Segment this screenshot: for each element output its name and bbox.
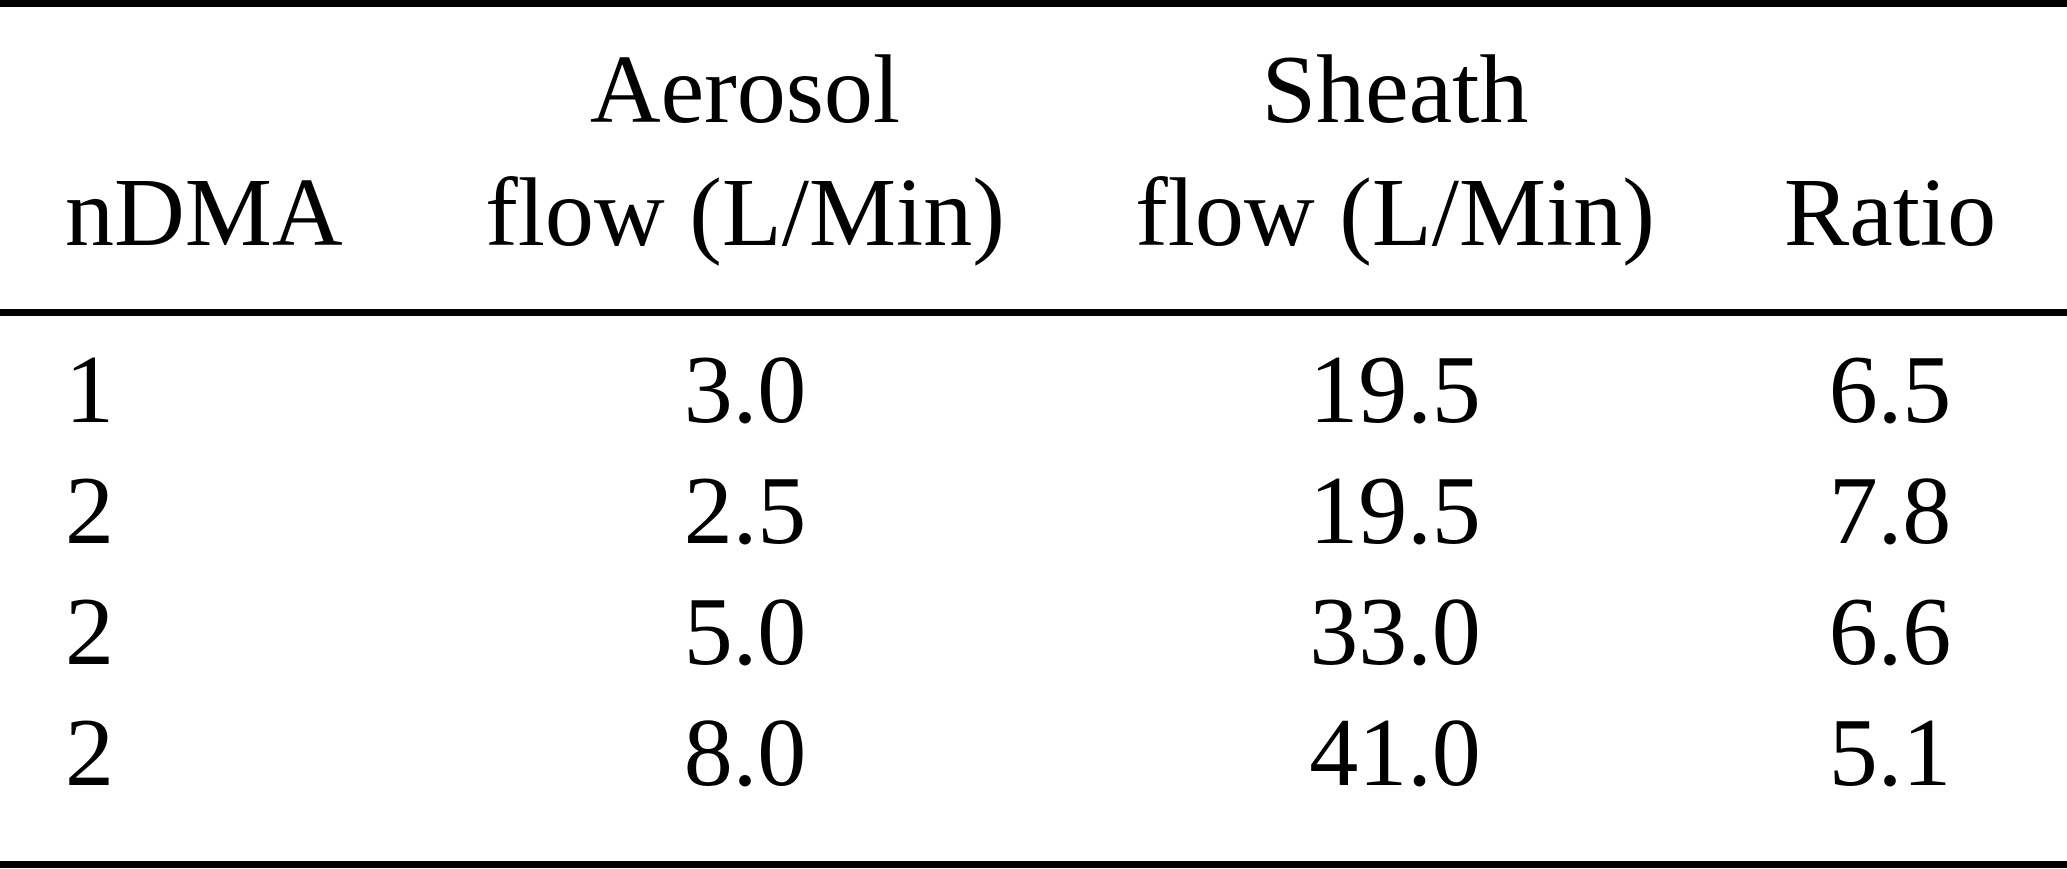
header-ratio: Ratio xyxy=(1713,152,2067,275)
table-cell: 5.0 xyxy=(683,578,807,686)
header-sheath-flow-line1: Sheath xyxy=(1261,36,1529,144)
table-cell: 1 xyxy=(65,336,114,444)
table-header-row: nDMA Aerosol flow (L/Min) Sheath flow (L… xyxy=(0,7,2067,309)
table-bottom-rule xyxy=(0,861,2067,868)
header-sheath-flow-line2: flow (L/Min) xyxy=(1135,159,1655,267)
header-ndma: nDMA xyxy=(0,152,413,275)
table-cell: 2.5 xyxy=(683,457,807,565)
table-cell: 19.5 xyxy=(1309,336,1481,444)
table-cell: 19.5 xyxy=(1309,457,1481,565)
table-row: 2 8.0 41.0 5.1 xyxy=(0,693,2067,814)
table-cell: 6.5 xyxy=(1828,336,1952,444)
table-cell: 33.0 xyxy=(1309,578,1481,686)
table-cell: 2 xyxy=(65,578,114,686)
table-row: 2 2.5 19.5 7.8 xyxy=(0,451,2067,572)
header-aerosol-flow: Aerosol flow (L/Min) xyxy=(413,29,1077,275)
table-cell: 5.1 xyxy=(1828,699,1952,807)
table-cell: 2 xyxy=(65,699,114,807)
table-cell: 41.0 xyxy=(1309,699,1481,807)
table-cell: 7.8 xyxy=(1828,457,1952,565)
table-row: 2 5.0 33.0 6.6 xyxy=(0,572,2067,693)
table-row: 1 3.0 19.5 6.5 xyxy=(0,330,2067,451)
table-header-rule xyxy=(0,309,2067,316)
table-cell: 3.0 xyxy=(683,336,807,444)
header-sheath-flow: Sheath flow (L/Min) xyxy=(1077,29,1713,275)
table-body: 1 3.0 19.5 6.5 2 2.5 19.5 7.8 2 5.0 33.0… xyxy=(0,316,2067,814)
table-cell: 6.6 xyxy=(1828,578,1952,686)
header-ndma-label: nDMA xyxy=(65,159,343,267)
header-ratio-label: Ratio xyxy=(1783,159,1997,267)
table-cell: 2 xyxy=(65,457,114,565)
header-aerosol-flow-line2: flow (L/Min) xyxy=(485,159,1005,267)
table-top-rule xyxy=(0,0,2067,7)
header-aerosol-flow-line1: Aerosol xyxy=(589,36,901,144)
table-cell: 8.0 xyxy=(683,699,807,807)
